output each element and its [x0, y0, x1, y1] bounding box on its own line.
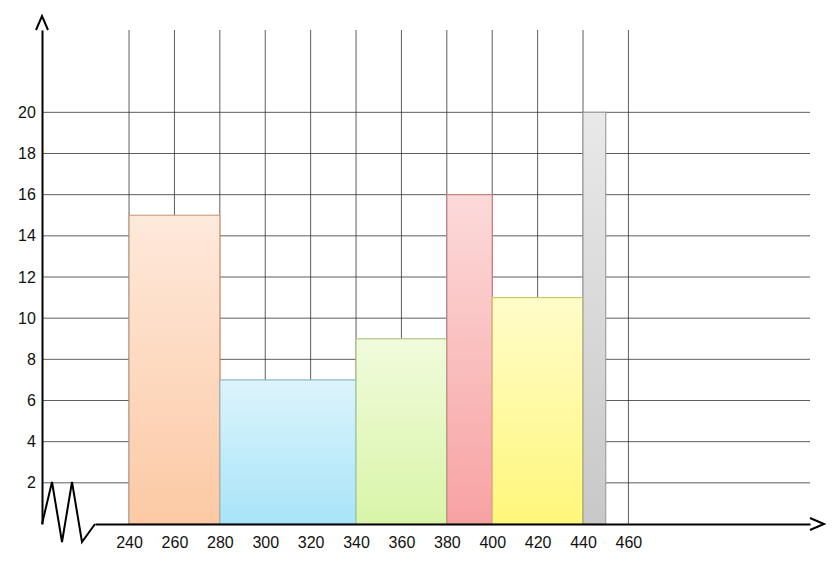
x-tick: 460	[616, 524, 643, 551]
y-axis-line	[42, 31, 44, 525]
grid	[42, 30, 810, 524]
x-tick: 260	[162, 524, 189, 551]
x-tick: 360	[389, 524, 416, 551]
x-axis-arrow	[810, 518, 824, 530]
x-tick-label: 360	[389, 534, 416, 551]
y-tick: 16	[18, 186, 42, 203]
x-tick-label: 340	[343, 534, 370, 551]
chart: 240 260 280 300 320 340 360 380 400 420 440 460 2 4 6 8…	[0, 0, 840, 570]
grid-line-y	[42, 194, 810, 195]
y-tick-label: 20	[18, 104, 36, 121]
x-tick-label: 260	[162, 534, 189, 551]
bar	[492, 298, 583, 524]
y-tick-label: 6	[27, 392, 36, 409]
x-tick: 300	[252, 524, 279, 551]
x-tick: 380	[434, 524, 461, 551]
axis-break	[42, 482, 95, 542]
x-tick-label: 320	[298, 534, 325, 551]
y-tick-label: 16	[18, 186, 36, 203]
y-tick-label: 2	[27, 474, 36, 491]
bar	[447, 195, 492, 524]
grid-line-y	[42, 153, 810, 154]
bar	[583, 112, 606, 524]
x-tick-label: 420	[525, 534, 552, 551]
x-tick: 420	[525, 524, 552, 551]
y-tick: 10	[18, 310, 42, 327]
y-tick-label: 4	[27, 433, 36, 450]
x-tick-label: 440	[570, 534, 597, 551]
x-tick: 320	[298, 524, 325, 551]
y-tick-label: 14	[18, 227, 36, 244]
x-axis: 240 260 280 300 320 340 360 380 400 420 440 460	[96, 524, 811, 551]
bar	[356, 339, 447, 524]
y-tick-label: 8	[27, 351, 36, 368]
y-tick-label: 12	[18, 269, 36, 286]
y-tick: 18	[18, 145, 42, 162]
bar	[220, 380, 356, 524]
y-tick: 2	[27, 474, 42, 491]
y-tick: 4	[27, 433, 42, 450]
y-tick: 6	[27, 392, 42, 409]
x-tick-label: 280	[207, 534, 234, 551]
x-tick: 440	[570, 524, 597, 551]
x-tick: 240	[116, 524, 143, 551]
bars	[129, 112, 606, 524]
x-tick-label: 380	[434, 534, 461, 551]
x-axis-line	[96, 524, 811, 526]
y-tick: 14	[18, 227, 42, 244]
y-tick-label: 10	[18, 310, 36, 327]
x-tick: 400	[479, 524, 506, 551]
y-tick-label: 18	[18, 145, 36, 162]
y-axis: 2 4 6 8 10 12 14 16 18 20	[18, 31, 42, 525]
x-tick-label: 240	[116, 534, 143, 551]
y-tick: 20	[18, 104, 42, 121]
x-tick: 340	[343, 524, 370, 551]
y-axis-arrow	[36, 16, 48, 30]
x-tick-label: 300	[252, 534, 279, 551]
grid-line-x	[628, 30, 629, 524]
grid-line-y	[42, 112, 810, 113]
x-tick-label: 400	[479, 534, 506, 551]
x-tick: 280	[207, 524, 234, 551]
bar	[129, 215, 220, 524]
y-tick: 12	[18, 269, 42, 286]
y-tick: 8	[27, 351, 42, 368]
x-tick-label: 460	[616, 534, 643, 551]
